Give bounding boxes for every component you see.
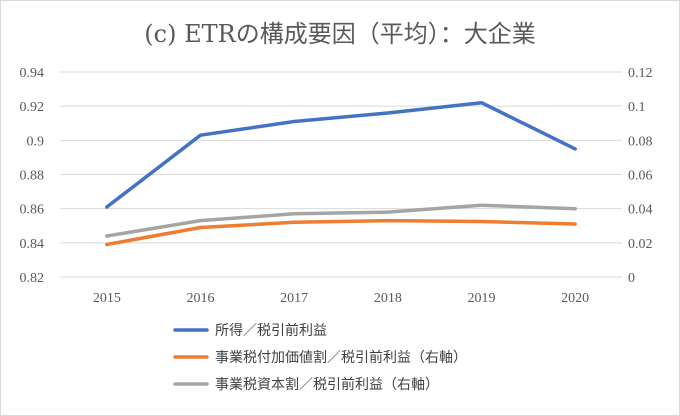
right-tick-label: 0.04	[628, 203, 653, 218]
data-point	[199, 219, 202, 222]
left-tick-label: 0.88	[20, 169, 45, 184]
data-point	[480, 204, 483, 207]
right-tick-label: 0.08	[628, 134, 653, 149]
legend-label: 事業税付加価値割／税引前利益（右軸）	[215, 349, 467, 366]
legend-label: 事業税資本割／税引前利益（右軸）	[215, 376, 439, 393]
data-point	[105, 243, 109, 246]
data-point	[199, 134, 202, 137]
data-point	[573, 207, 577, 210]
left-tick-label: 0.86	[20, 203, 45, 218]
data-point	[386, 111, 390, 115]
gridlines	[60, 71, 622, 278]
x-tick-label: 2015	[93, 291, 121, 306]
right-axis: 0 0.02 0.04 0.06 0.08 0.1 0.12	[628, 66, 653, 286]
x-tick-label: 2020	[561, 291, 589, 306]
legend-item: 事業税付加価値割／税引前利益（右軸）	[173, 349, 467, 366]
legend-item: 事業税資本割／税引前利益（右軸）	[173, 376, 439, 393]
data-point	[480, 220, 483, 223]
data-point	[105, 205, 109, 209]
x-tick-label: 2018	[374, 291, 402, 306]
data-point	[199, 226, 202, 229]
right-tick-label: 0.02	[628, 237, 653, 252]
series-line-1	[105, 218, 577, 247]
right-tick-label: 0.1	[628, 100, 646, 115]
data-point	[573, 222, 577, 226]
left-tick-label: 0.94	[20, 66, 45, 81]
x-tick-label: 2019	[468, 291, 496, 306]
series-line-0	[105, 100, 577, 209]
left-tick-label: 0.82	[20, 271, 45, 286]
data-point	[386, 210, 390, 214]
x-tick-label: 2017	[280, 291, 308, 306]
data-point	[292, 212, 296, 215]
series-lines	[105, 100, 577, 247]
legend-item: 所得／税引前利益	[173, 322, 327, 339]
left-axis: 0.82 0.84 0.86 0.88 0.9 0.92 0.94	[20, 66, 45, 286]
legend-label: 所得／税引前利益	[215, 322, 327, 339]
data-point	[386, 219, 390, 222]
left-tick-label: 0.9	[27, 134, 45, 149]
right-tick-label: 0	[628, 271, 635, 286]
x-axis: 2015 2016 2017 2018 2019 2020	[93, 291, 589, 306]
right-tick-label: 0.06	[628, 169, 653, 184]
right-tick-label: 0.12	[628, 66, 653, 81]
chart-title: (c) ETRの構成要因（平均）：大企業	[144, 20, 535, 48]
series-line-2	[105, 203, 577, 238]
data-point	[292, 120, 296, 123]
data-point	[105, 234, 109, 238]
data-point	[480, 101, 483, 104]
x-tick-label: 2016	[187, 291, 215, 306]
data-point	[573, 147, 577, 151]
left-tick-label: 0.92	[20, 100, 45, 115]
left-tick-label: 0.84	[20, 237, 45, 252]
data-point	[292, 221, 296, 224]
